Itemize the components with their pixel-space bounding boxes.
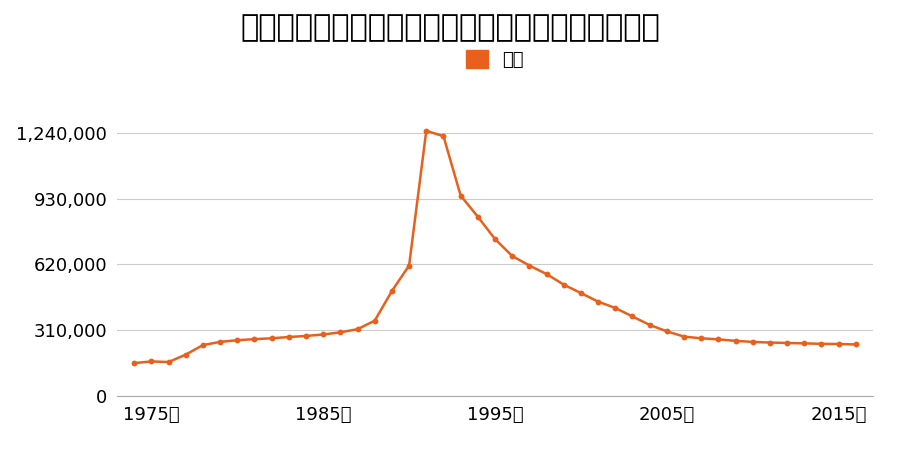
Text: 大阪府東大阪市岩田町３丁目５０９番５の地価推移: 大阪府東大阪市岩田町３丁目５０９番５の地価推移 — [240, 14, 660, 42]
Legend: 価格: 価格 — [459, 43, 531, 76]
